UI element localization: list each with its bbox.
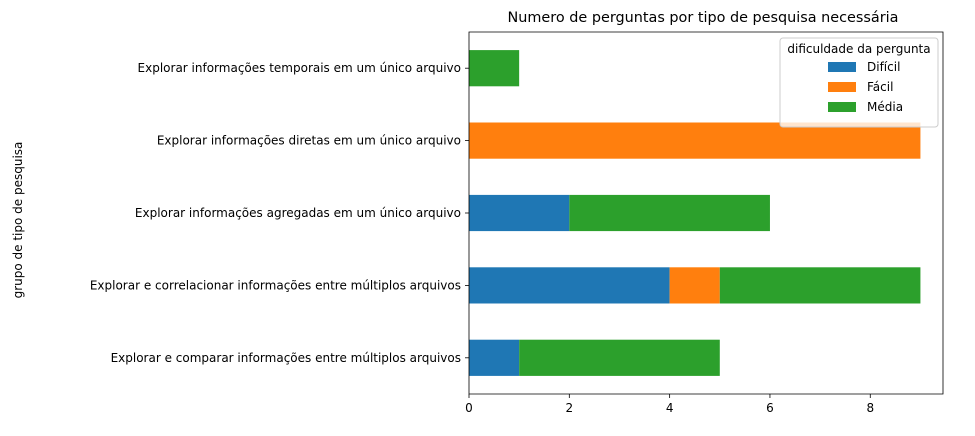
plot-area: 0 2 4 6 8 Explorar e comparar informações ent… [90, 31, 944, 415]
legend: dificuldade da pergunta Difícil Fácil Média [779, 37, 939, 128]
x-tick-label-3: 6 [766, 401, 774, 415]
legend-label-0: Difícil [867, 60, 900, 74]
legend-box [779, 37, 939, 128]
y-tick-label-3: Explorar informações diretas em um único… [157, 134, 461, 148]
y-tick-label-2: Explorar informações agregadas em um úni… [135, 206, 461, 220]
x-tick-label-2: 4 [666, 401, 674, 415]
legend-swatch-0 [828, 62, 856, 72]
bar-1-0 [469, 267, 670, 304]
plot-frame [468, 31, 944, 395]
bar-2-2 [569, 194, 770, 232]
bar-1-2 [719, 267, 921, 304]
legend-title: dificuldade da pergunta [787, 42, 930, 56]
y-tick-label-1: Explorar e correlacionar informações ent… [90, 278, 461, 292]
x-tick-label-0: 0 [465, 401, 473, 415]
legend-swatch-1 [828, 82, 856, 92]
chart-title: Numero de perguntas por tipo de pesquisa… [508, 10, 899, 26]
bar-3-1 [469, 122, 921, 159]
y-tick-label-4: Explorar informações temporais em um úni… [138, 61, 461, 75]
bar-0-2 [519, 339, 720, 376]
bar-0-0 [469, 339, 520, 376]
legend-label-1: Fácil [867, 80, 893, 94]
y-tick-label-0: Explorar e comparar informações entre mú… [111, 351, 461, 365]
x-tick-label-4: 8 [866, 401, 874, 415]
legend-label-2: Média [867, 100, 903, 114]
y-axis-label: grupo de tipo de pesquisa [11, 142, 25, 299]
bar-2-0 [469, 194, 570, 232]
x-tick-label-1: 2 [565, 401, 573, 415]
legend-swatch-2 [828, 102, 856, 112]
bar-1-1 [669, 267, 720, 304]
bar-4-2 [469, 50, 520, 87]
